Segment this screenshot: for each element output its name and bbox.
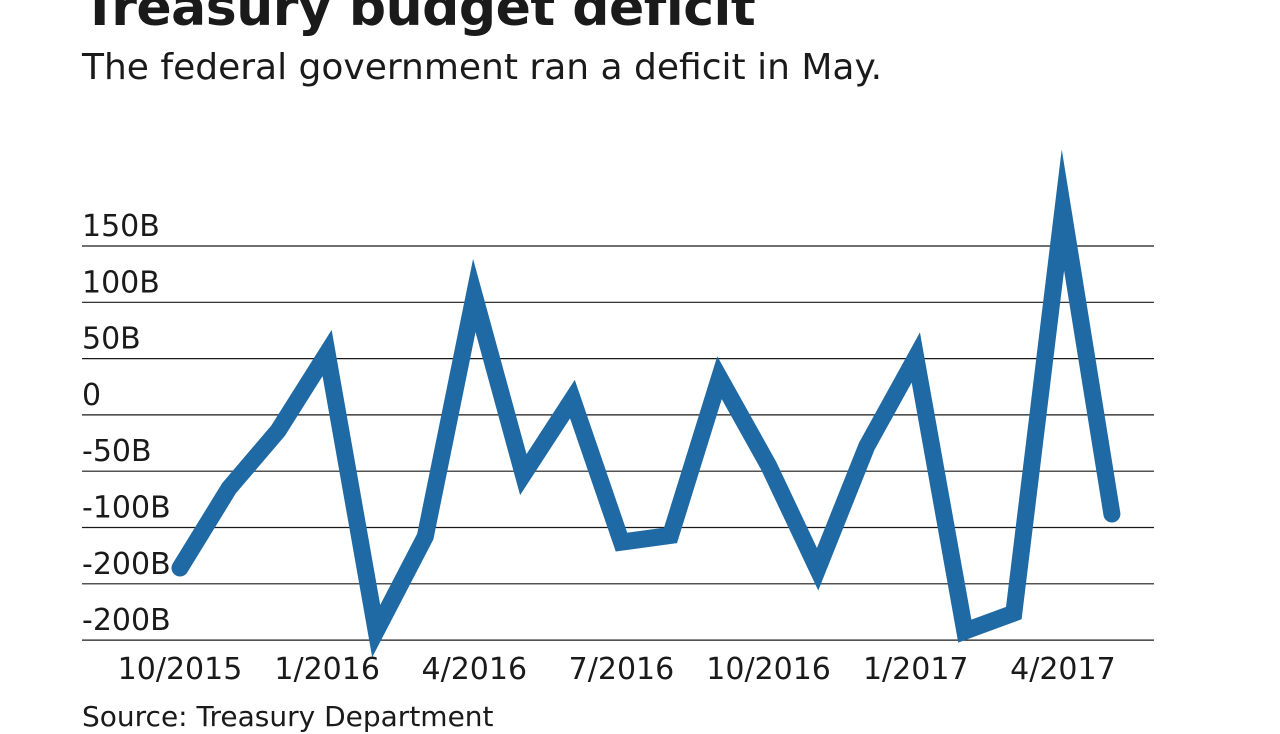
y-tick-label: -200B [82, 603, 171, 638]
x-tick-label: 1/2016 [274, 652, 380, 687]
x-tick-label: 4/2017 [1010, 652, 1116, 687]
y-tick-label: 50B [82, 322, 141, 357]
x-tick-label: 10/2016 [706, 652, 831, 687]
x-tick-label: 10/2015 [118, 652, 243, 687]
chart-title: Treasury budget deficit [82, 0, 756, 38]
x-tick-label: 1/2017 [863, 652, 969, 687]
y-tick-label: -200B [82, 547, 171, 582]
x-tick-label: 4/2016 [422, 652, 528, 687]
y-tick-label: -50B [82, 434, 152, 469]
y-tick-label: 0 [82, 378, 101, 413]
y-tick-label: 150B [82, 209, 160, 244]
data-line [171, 149, 1121, 658]
x-tick-label: 7/2016 [569, 652, 675, 687]
source-note: Source: Treasury Department [82, 700, 494, 733]
y-tick-label: -100B [82, 491, 171, 526]
line-chart: 150B 100B 50B 0 -50B -100B -200B -200B 10/2015 1/… [82, 149, 1154, 687]
chart-subtitle: The federal government ran a deficit in … [82, 47, 883, 88]
y-tick-label: 100B [82, 265, 160, 300]
